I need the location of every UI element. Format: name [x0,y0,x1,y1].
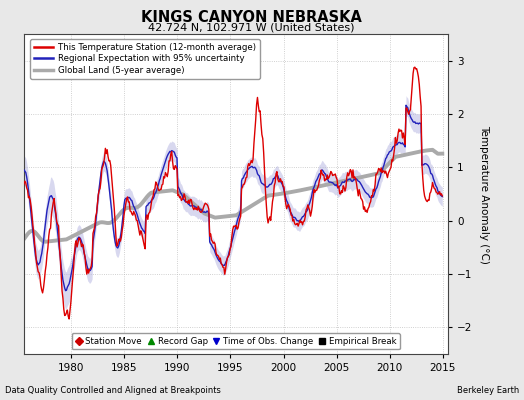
Text: KINGS CANYON NEBRASKA: KINGS CANYON NEBRASKA [141,10,362,25]
Legend: Station Move, Record Gap, Time of Obs. Change, Empirical Break: Station Move, Record Gap, Time of Obs. C… [72,334,400,349]
Y-axis label: Temperature Anomaly (°C): Temperature Anomaly (°C) [479,124,489,264]
Text: Berkeley Earth: Berkeley Earth [456,386,519,395]
Text: Data Quality Controlled and Aligned at Breakpoints: Data Quality Controlled and Aligned at B… [5,386,221,395]
Text: 42.724 N, 102.971 W (United States): 42.724 N, 102.971 W (United States) [148,22,355,32]
